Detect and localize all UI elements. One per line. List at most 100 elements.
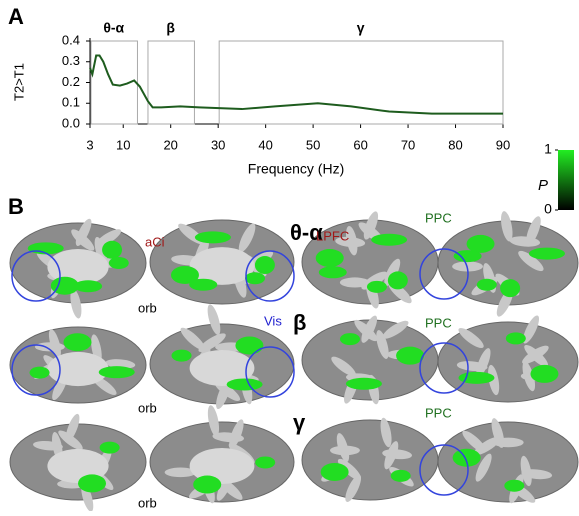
gyrus	[376, 330, 389, 359]
activation	[396, 346, 425, 365]
activation	[170, 265, 199, 284]
activation	[345, 377, 382, 390]
x-axis-label: Frequency (Hz)	[248, 161, 344, 177]
activation	[226, 378, 263, 391]
activation	[320, 462, 349, 481]
gyrus	[238, 223, 256, 253]
gyrus	[382, 320, 409, 339]
activation	[102, 240, 123, 259]
annotation: orb	[138, 495, 157, 510]
activation	[366, 280, 387, 293]
activation	[78, 474, 107, 493]
gyrus	[361, 315, 378, 343]
annotation: PPC	[425, 315, 452, 330]
x-tick-label: 40	[258, 137, 272, 152]
gyrus	[346, 225, 358, 256]
activation	[171, 349, 192, 362]
gyrus	[48, 329, 61, 358]
activation	[528, 247, 565, 260]
annotation: aCi	[145, 234, 165, 249]
gyrus	[462, 430, 487, 453]
row-label: β	[293, 310, 306, 335]
activation	[254, 256, 275, 275]
activation	[63, 333, 92, 352]
x-tick-label: 10	[116, 137, 130, 152]
gyrus	[501, 211, 513, 242]
highlight-circle	[419, 342, 469, 394]
gyrus	[509, 236, 541, 247]
activation	[74, 280, 103, 293]
x-tick-label: 3	[86, 137, 93, 152]
activation	[452, 448, 481, 467]
x-tick-label: 50	[306, 137, 320, 152]
gyrus	[491, 418, 505, 448]
activation	[453, 250, 482, 263]
panel-label: A	[8, 4, 24, 29]
gyrus	[337, 458, 362, 481]
data-line	[89, 54, 503, 115]
band-label: θ-α	[103, 20, 124, 36]
gyrus	[518, 250, 544, 272]
activation	[466, 234, 495, 253]
gyrus	[198, 333, 226, 353]
gyrus	[524, 344, 549, 367]
annotation: PPC	[425, 210, 452, 225]
activation	[476, 278, 497, 291]
activation	[530, 364, 559, 383]
gyrus	[75, 218, 92, 246]
gyrus	[380, 417, 392, 448]
gyrus	[456, 361, 488, 372]
medial-wall	[189, 448, 255, 484]
activation	[255, 456, 276, 469]
band-box	[218, 40, 504, 125]
x-tick-label: 20	[163, 137, 177, 152]
highlight-circle	[419, 248, 469, 300]
activation	[29, 366, 50, 379]
gyrus	[216, 379, 231, 410]
activation	[108, 257, 129, 269]
activation	[339, 333, 360, 346]
annotation: orb	[138, 400, 157, 415]
gyrus	[520, 455, 532, 487]
gyrus	[95, 229, 122, 248]
row-label: γ	[293, 410, 306, 435]
highlight-circle	[245, 346, 295, 398]
brain	[301, 419, 439, 501]
y-tick-label: 0.2	[62, 74, 80, 89]
band-box	[90, 40, 138, 125]
y-tick-label: 0.1	[62, 95, 80, 110]
medial-wall	[47, 249, 109, 285]
gyrus	[523, 315, 540, 344]
gyrus	[331, 356, 356, 377]
highlight-circle	[11, 344, 61, 396]
gyrus	[363, 211, 379, 240]
colorbar-tick-label: 0	[544, 201, 552, 217]
activation	[387, 271, 408, 290]
colorbar-tick-label: 1	[544, 141, 552, 157]
gyrus	[458, 327, 484, 349]
activation	[504, 479, 525, 492]
highlight-circle	[419, 444, 469, 496]
activation	[99, 441, 120, 454]
annotation: Vis	[264, 313, 282, 328]
activation	[235, 336, 264, 355]
x-tick-label: 70	[401, 137, 415, 152]
activation	[189, 278, 218, 291]
band-box	[147, 40, 195, 125]
activation	[390, 469, 411, 482]
y-axis-label: T2>T1	[11, 63, 26, 101]
y-tick-label: 0.4	[62, 32, 80, 47]
x-tick-label: 30	[211, 137, 225, 152]
activation	[505, 332, 526, 345]
brain	[437, 321, 579, 403]
annotation: PPC	[425, 405, 452, 420]
gyrus	[70, 289, 82, 319]
gyrus	[522, 361, 536, 392]
activation	[500, 279, 521, 298]
activation	[315, 249, 344, 268]
medial-wall	[47, 351, 109, 387]
colorbar	[558, 150, 574, 210]
gyrus	[345, 474, 362, 502]
gyrus	[336, 433, 350, 462]
